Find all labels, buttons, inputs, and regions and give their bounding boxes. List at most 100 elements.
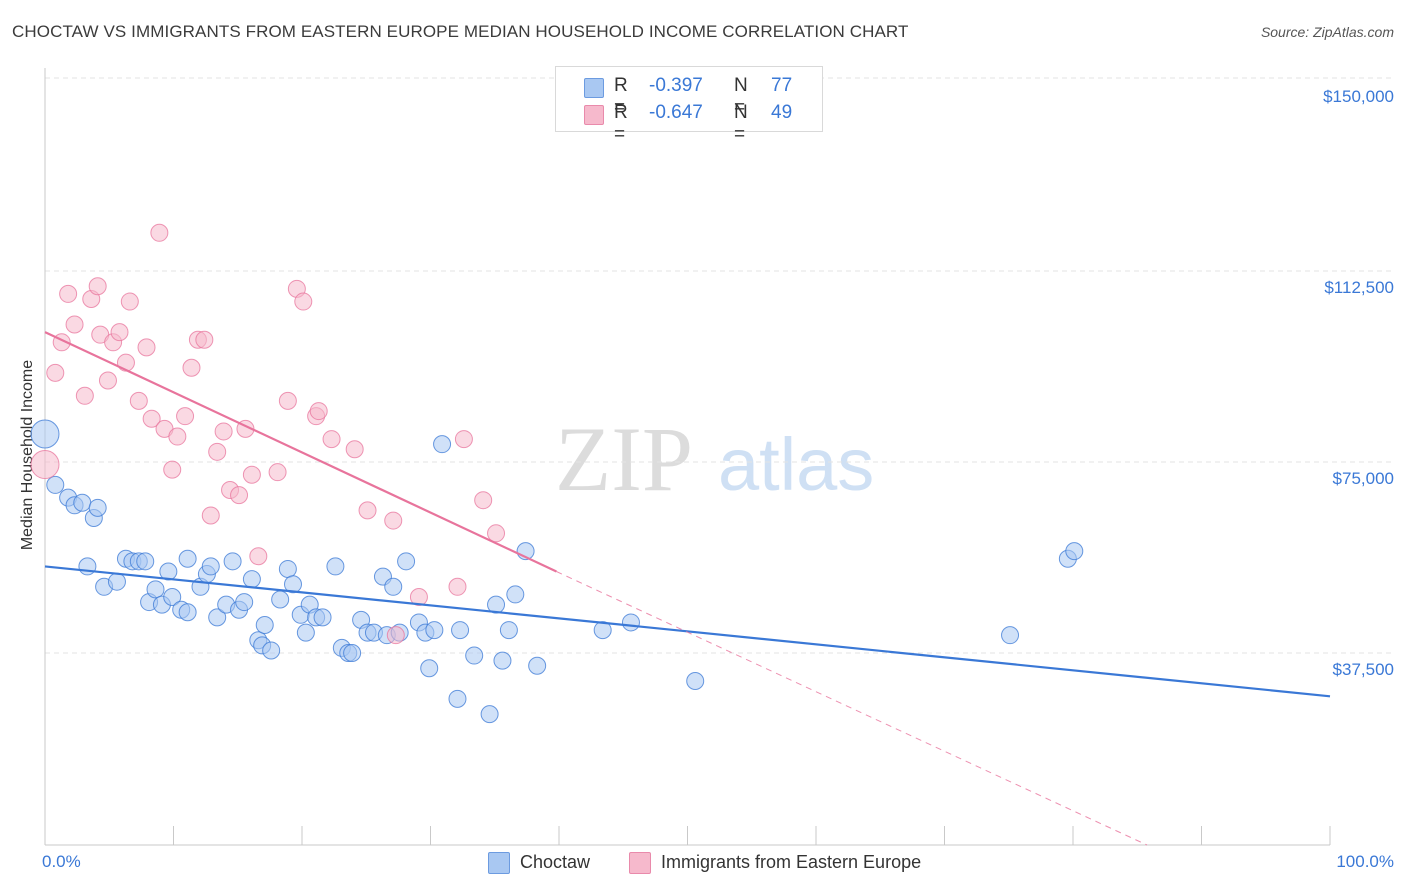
data-point [262,641,281,660]
data-point [163,460,182,479]
legend-label: Immigrants from Eastern Europe [661,852,922,872]
data-point [88,277,107,296]
data-point [474,491,493,510]
x-tick-label: 100.0% [1336,852,1394,871]
choctaw-swatch [584,78,604,98]
data-point [296,623,315,642]
r-value: -0.647 [649,102,703,123]
data-point [309,402,328,421]
data-point [214,422,233,441]
data-point [420,659,439,678]
immigrants-trend-extension [556,571,1148,846]
data-point [176,407,195,426]
stats-box: R = -0.397 N = 77 R = -0.647 N = 49 [555,66,823,145]
data-point [178,549,197,568]
watermark-atlas: atlas [718,423,874,506]
data-point [425,621,444,640]
data-point [235,593,254,612]
x-tick-label: 0.0% [42,852,81,871]
data-point [397,552,416,571]
data-point [30,450,60,480]
data-point [208,608,227,627]
data-point [271,590,290,609]
y-tick-label: $150,000 [1323,87,1394,106]
data-point [107,572,126,591]
legend-label: Choctaw [520,852,591,872]
r-label: R = [614,102,628,145]
data-point [182,358,201,377]
data-point [454,430,473,449]
data-point [384,577,403,596]
data-point [75,386,94,405]
n-value: 77 [771,75,793,96]
data-point [448,689,467,708]
data-point [73,493,92,512]
data-point [433,435,452,454]
data-point [528,656,547,675]
data-point [88,498,107,517]
data-point [163,587,182,606]
data-point [358,501,377,520]
immigrants-trend-line [44,331,557,573]
data-point [294,292,313,311]
data-point [493,651,512,670]
data-point [448,577,467,596]
data-point [313,608,332,627]
data-point [46,363,65,382]
legend-swatch [488,852,510,874]
data-point [168,427,187,446]
r-value: -0.397 [649,75,703,96]
source-label: Source: ZipAtlas.com [1260,24,1394,40]
data-point [178,603,197,622]
data-point [451,621,470,640]
data-point [142,409,161,428]
watermark-zip: ZIP [555,408,693,510]
data-point [465,646,484,665]
data-point [345,440,364,459]
data-point [136,552,155,571]
data-point [201,506,220,525]
data-point [242,570,261,589]
data-point [30,419,60,449]
data-point [326,557,345,576]
data-point [278,559,297,578]
data-point [343,644,362,662]
data-point [150,223,169,242]
data-point [116,353,135,372]
data-point [1065,542,1084,561]
data-point [230,486,249,505]
n-value: 49 [771,102,793,123]
data-point [137,338,156,357]
chart-title: CHOCTAW VS IMMIGRANTS FROM EASTERN EUROP… [12,22,909,41]
data-point [487,595,506,614]
data-point [480,705,499,724]
data-point [223,552,242,571]
data-point [98,371,117,390]
data-point [59,284,78,303]
data-point [506,585,525,604]
data-point [129,391,148,410]
data-point [268,463,287,482]
data-point [65,315,84,334]
data-point [255,615,274,634]
choctaw-trend-line [44,565,1331,698]
y-tick-label: $37,500 [1332,660,1394,679]
n-label: N = [734,102,748,145]
data-point [1001,626,1020,645]
data-point [322,430,341,449]
data-point [384,511,403,530]
data-point [120,292,139,311]
data-point [146,580,165,599]
data-point [159,562,178,581]
data-point [201,557,220,576]
data-point [46,475,65,494]
data-point [499,621,518,640]
r-label: R = [614,75,628,118]
y-tick-label: $112,500 [1324,278,1394,297]
choctaw-points [30,419,1084,724]
data-point [686,672,705,691]
data-point [208,442,227,461]
data-point [621,613,640,632]
data-point [242,465,261,484]
